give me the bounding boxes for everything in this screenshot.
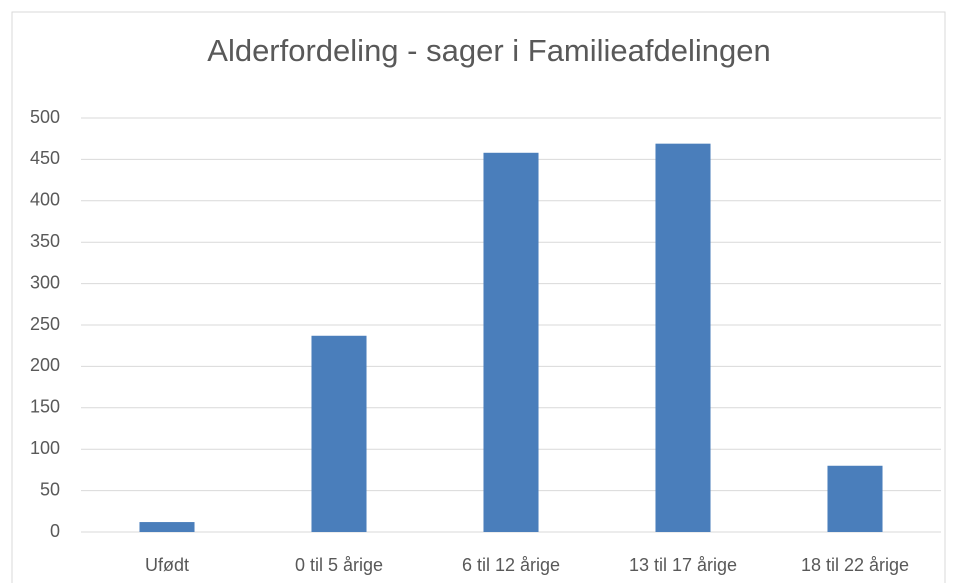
chart-frame: [11, 11, 946, 583]
y-tick-label: 150: [30, 397, 60, 417]
bar: [827, 465, 883, 532]
bar: [311, 335, 367, 532]
y-tick-label: 250: [30, 314, 60, 334]
x-tick-label: 18 til 22 årige: [801, 555, 909, 575]
chart-title: Alderfordeling - sager i Familieafdeling…: [207, 33, 770, 68]
y-tick-label: 0: [50, 521, 60, 541]
x-tick-label: 13 til 17 årige: [629, 555, 737, 575]
y-tick-label: 400: [30, 190, 60, 210]
bar: [655, 143, 711, 532]
y-tick-label: 50: [40, 479, 60, 499]
y-tick-label: 100: [30, 438, 60, 458]
y-tick-label: 300: [30, 272, 60, 292]
bar: [483, 152, 539, 532]
bar: [139, 522, 195, 532]
y-tick-label: 450: [30, 148, 60, 168]
y-tick-label: 500: [30, 107, 60, 127]
x-tick-label: 0 til 5 årige: [295, 555, 383, 575]
x-tick-label: 6 til 12 årige: [462, 555, 560, 575]
y-tick-label: 350: [30, 231, 60, 251]
x-tick-label: Ufødt: [145, 555, 189, 575]
y-tick-label: 200: [30, 355, 60, 375]
